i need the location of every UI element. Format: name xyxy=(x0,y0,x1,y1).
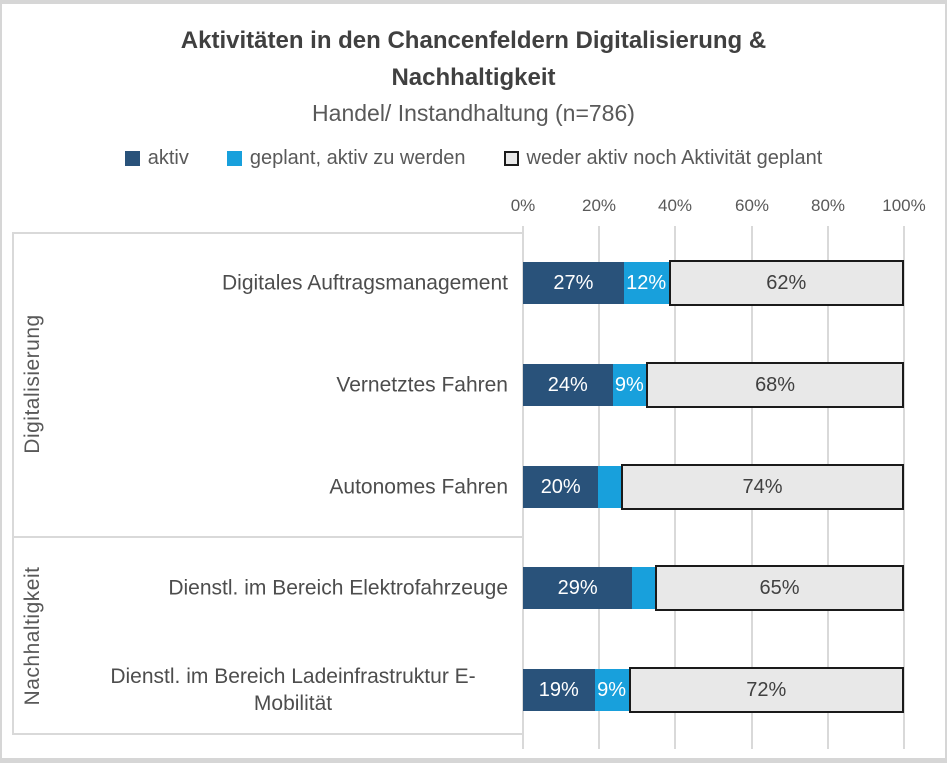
bar-value-label: 27% xyxy=(553,271,594,294)
x-axis-tick-20%: 20% xyxy=(581,196,617,215)
legend-label-weder: weder aktiv noch Aktivität geplant xyxy=(526,147,823,169)
legend-swatch-geplant-icon xyxy=(226,151,242,166)
bar-segment-aktiv: 27% xyxy=(523,262,624,304)
title-block: Aktivitäten in den Chancenfeldern Digita… xyxy=(2,22,945,129)
category-label: Dienstl. im Bereich Ladeinfrastruktur E-… xyxy=(110,665,476,715)
bar-value-label: 65% xyxy=(759,576,800,599)
bar-row: 19% 9% 72% xyxy=(523,667,904,713)
group-label-nachhaltigkeit: Nachhaltigkeit xyxy=(21,566,44,706)
bar-segment-geplant xyxy=(632,567,655,609)
x-axis-tick-0%: 0% xyxy=(510,196,536,215)
legend: aktiv geplant, aktiv zu werden weder akt… xyxy=(2,147,945,170)
bar-value-label: 24% xyxy=(547,373,588,396)
bar-value-label: 72% xyxy=(746,678,787,701)
plot-area: 27% 12% 62% 24% 9% 68% 20% 74% 29% 65% 19% 9% 72% xyxy=(522,226,905,749)
bar-row: 24% 9% 68% xyxy=(523,362,904,408)
bar-value-label: 9% xyxy=(614,373,644,396)
bar-segment-geplant: 9% xyxy=(594,669,629,711)
bar-segment-geplant: 9% xyxy=(612,364,647,406)
chart-title: Aktivitäten in den Chancenfeldern Digita… xyxy=(180,27,767,91)
category-label: Dienstl. im Bereich Elektrofahrzeuge xyxy=(168,576,508,600)
bar-segment-aktiv: 24% xyxy=(523,364,613,406)
bar-segment-weder: 65% xyxy=(654,565,904,611)
bar-value-label: 68% xyxy=(755,373,796,396)
bar-value-label: 12% xyxy=(626,271,667,294)
legend-item-weder: weder aktiv noch Aktivität geplant xyxy=(503,147,823,170)
category-label: Digitales Auftragsmanagement xyxy=(222,271,508,295)
legend-swatch-weder-icon xyxy=(503,151,519,166)
bar-segment-weder: 74% xyxy=(621,464,905,510)
group-divider xyxy=(12,536,524,538)
legend-swatch-aktiv-icon xyxy=(124,151,140,166)
category-label: Vernetztes Fahren xyxy=(336,373,508,397)
x-axis-tick-40%: 40% xyxy=(657,196,693,215)
bar-value-label: 74% xyxy=(742,475,783,498)
bar-row: 20% 74% xyxy=(523,464,905,510)
bar-segment-weder: 72% xyxy=(628,667,904,713)
legend-item-aktiv: aktiv xyxy=(124,147,189,170)
category-label: Autonomes Fahren xyxy=(329,475,508,499)
bar-segment-geplant xyxy=(598,466,622,508)
x-axis-tick-100%: 100% xyxy=(882,196,926,215)
legend-item-geplant: geplant, aktiv zu werden xyxy=(226,147,466,170)
chart-subtitle: Handel/ Instandhaltung (n=786) xyxy=(312,100,635,126)
bar-row: 29% 65% xyxy=(523,565,904,611)
bar-row: 27% 12% 62% xyxy=(523,260,904,306)
bar-value-label: 9% xyxy=(597,678,627,701)
bar-segment-weder: 62% xyxy=(668,260,904,306)
bar-value-label: 62% xyxy=(766,271,807,294)
bar-segment-aktiv: 20% xyxy=(523,466,599,508)
bar-segment-weder: 68% xyxy=(646,362,904,408)
legend-label-geplant: geplant, aktiv zu werden xyxy=(249,147,466,169)
x-axis-tick-60%: 60% xyxy=(734,196,770,215)
group-label-digitalisierung: Digitalisierung xyxy=(21,314,44,454)
bar-segment-geplant: 12% xyxy=(623,262,669,304)
bar-value-label: 19% xyxy=(538,678,579,701)
bar-segment-aktiv: 19% xyxy=(523,669,595,711)
x-axis-tick-80%: 80% xyxy=(810,196,846,215)
bar-value-label: 20% xyxy=(540,475,581,498)
bar-segment-aktiv: 29% xyxy=(523,567,633,609)
bar-value-label: 29% xyxy=(557,576,598,599)
legend-label-aktiv: aktiv xyxy=(147,147,189,169)
